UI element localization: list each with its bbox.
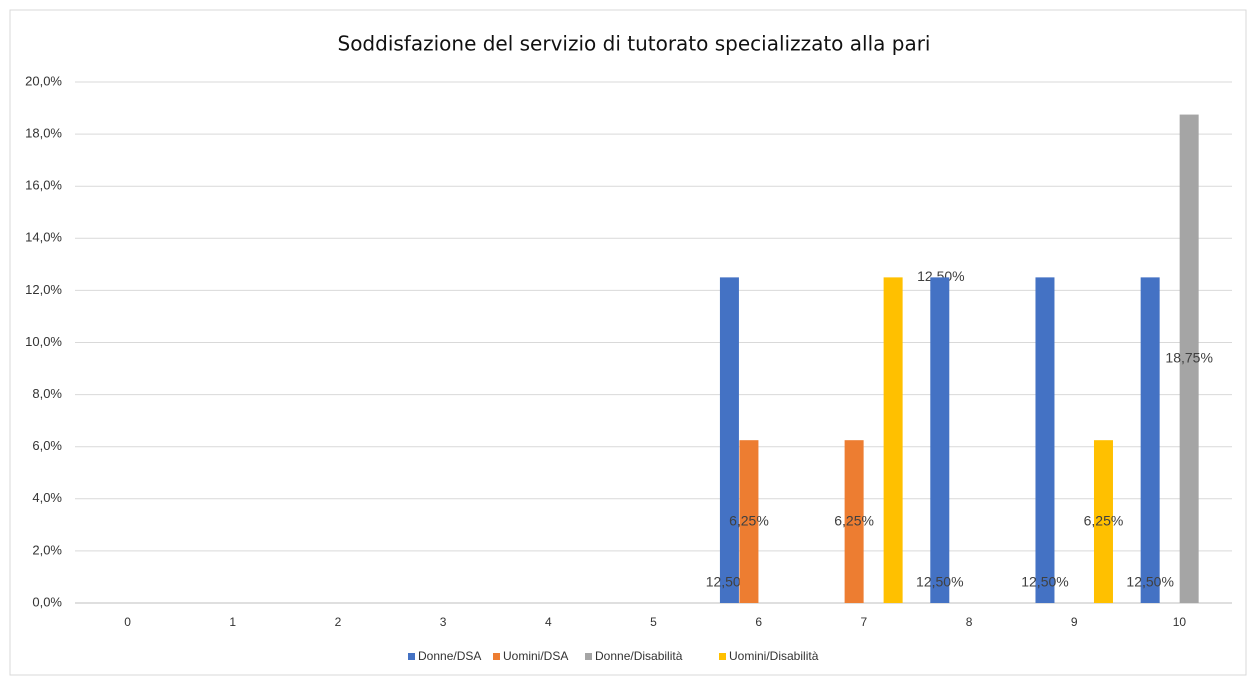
x-tick-label: 10 bbox=[1173, 615, 1187, 629]
data-label: 12,50% bbox=[1126, 574, 1173, 590]
x-tick-label: 9 bbox=[1071, 615, 1078, 629]
y-tick-label: 0,0% bbox=[32, 594, 62, 609]
y-tick-label: 10,0% bbox=[25, 334, 62, 349]
x-tick-label: 0 bbox=[124, 615, 131, 629]
data-label: 6,25% bbox=[834, 512, 874, 528]
y-tick-label: 6,0% bbox=[32, 438, 62, 453]
x-tick-label: 4 bbox=[545, 615, 552, 629]
x-tick-label: 8 bbox=[966, 615, 973, 629]
data-label: 6,25% bbox=[729, 512, 769, 528]
data-label: 6,25% bbox=[1084, 512, 1124, 528]
bar bbox=[1140, 277, 1160, 603]
bar bbox=[844, 440, 864, 603]
data-label: 12,50% bbox=[1021, 574, 1068, 590]
y-tick-label: 20,0% bbox=[25, 73, 62, 88]
y-tick-label: 2,0% bbox=[32, 542, 62, 557]
legend-swatch bbox=[719, 653, 726, 660]
y-tick-label: 8,0% bbox=[32, 386, 62, 401]
data-label: 18,75% bbox=[1165, 349, 1212, 365]
chart-title: Soddisfazione del servizio di tutorato s… bbox=[338, 32, 931, 56]
x-tick-label: 2 bbox=[335, 615, 342, 629]
bar bbox=[1035, 277, 1055, 603]
data-label: 12,50% bbox=[916, 574, 963, 590]
legend-label: Uomini/DSA bbox=[503, 649, 568, 663]
legend-swatch bbox=[493, 653, 500, 660]
legend-swatch bbox=[408, 653, 415, 660]
x-tick-label: 5 bbox=[650, 615, 657, 629]
legend-swatch bbox=[585, 653, 592, 660]
y-tick-label: 16,0% bbox=[25, 178, 62, 193]
x-tick-label: 3 bbox=[440, 615, 447, 629]
legend-label: Uomini/Disabilità bbox=[729, 649, 819, 663]
bar bbox=[739, 440, 759, 603]
x-tick-label: 6 bbox=[755, 615, 762, 629]
y-tick-label: 4,0% bbox=[32, 490, 62, 505]
x-tick-label: 7 bbox=[861, 615, 868, 629]
bar bbox=[719, 277, 739, 603]
bar bbox=[1093, 440, 1113, 603]
x-tick-label: 1 bbox=[229, 615, 236, 629]
legend-label: Donne/DSA bbox=[418, 649, 481, 663]
y-tick-label: 18,0% bbox=[25, 126, 62, 141]
y-tick-label: 14,0% bbox=[25, 230, 62, 245]
bar bbox=[1179, 114, 1199, 603]
data-label: 12,50% bbox=[917, 268, 964, 284]
bar bbox=[883, 277, 903, 603]
legend-label: Donne/Disabilità bbox=[595, 649, 683, 663]
y-tick-label: 12,0% bbox=[25, 282, 62, 297]
bar bbox=[930, 277, 950, 603]
